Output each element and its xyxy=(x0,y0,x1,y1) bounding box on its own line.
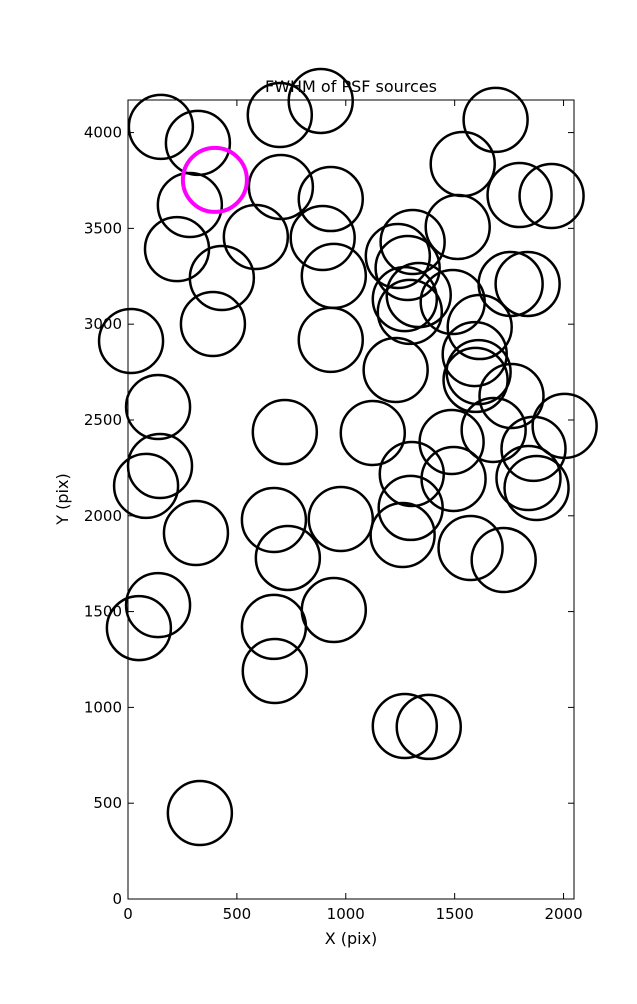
source-circle xyxy=(127,93,195,161)
source-circle xyxy=(179,290,247,358)
source-circle xyxy=(445,338,512,406)
source-circle xyxy=(377,474,444,542)
source-circle xyxy=(300,242,368,310)
source-circle xyxy=(494,250,561,318)
source-circle xyxy=(188,244,256,312)
y-axis-label: Y (pix) xyxy=(53,473,72,525)
source-circle xyxy=(307,485,375,553)
x-tick-label: 500 xyxy=(223,905,252,923)
plot-frame xyxy=(127,99,575,900)
source-circle xyxy=(424,193,491,261)
source-circle xyxy=(362,336,429,404)
x-tick-label: 2000 xyxy=(544,905,582,923)
source-circle xyxy=(369,501,436,569)
source-circle xyxy=(300,576,368,644)
source-circle xyxy=(437,514,504,582)
source-circle xyxy=(241,637,309,705)
source-circle xyxy=(460,396,527,464)
source-circle xyxy=(371,265,439,333)
source-circle xyxy=(287,67,354,135)
source-circle xyxy=(478,362,545,430)
source-circle xyxy=(374,234,441,302)
source-circle xyxy=(289,204,356,272)
y-tick-label: 1000 xyxy=(84,698,122,716)
source-circle xyxy=(462,86,529,154)
y-tick-label: 1500 xyxy=(84,603,122,621)
source-circle xyxy=(378,440,446,508)
source-circle xyxy=(297,165,364,233)
x-tick-label: 1500 xyxy=(436,905,474,923)
source-circle xyxy=(97,307,165,375)
source-circle xyxy=(364,222,432,290)
source-circle xyxy=(105,594,173,662)
source-circle xyxy=(112,452,180,520)
source-circle xyxy=(164,109,232,177)
source-circle xyxy=(477,250,544,318)
x-tick-label: 0 xyxy=(123,905,133,923)
source-circle xyxy=(420,445,487,513)
source-circle xyxy=(486,161,553,229)
source-circle xyxy=(379,208,446,276)
y-tick-label: 0 xyxy=(112,890,122,908)
source-circle xyxy=(503,454,570,522)
source-circle xyxy=(371,692,439,760)
source-circle xyxy=(180,145,249,214)
source-circle xyxy=(441,320,508,388)
source-circle xyxy=(518,162,585,230)
source-circle xyxy=(429,130,496,198)
x-tick-label: 1000 xyxy=(327,905,365,923)
source-circle xyxy=(531,392,598,460)
x-axis-label: X (pix) xyxy=(325,929,378,948)
source-circle xyxy=(124,571,192,639)
source-circle xyxy=(162,499,230,567)
y-tick-label: 2500 xyxy=(84,411,122,429)
source-circle xyxy=(254,524,322,592)
source-circle xyxy=(246,81,314,149)
y-tick-label: 4000 xyxy=(84,124,122,142)
source-circle xyxy=(376,278,444,346)
source-circle xyxy=(419,268,486,336)
source-circle xyxy=(143,215,211,283)
y-tick-label: 2000 xyxy=(84,507,122,525)
source-circle xyxy=(495,444,562,512)
chart-title: FWHM of PSF sources xyxy=(265,77,437,96)
y-tick-label: 3500 xyxy=(84,219,122,237)
source-circle xyxy=(251,398,319,466)
y-tick-label: 500 xyxy=(93,794,122,812)
source-circle xyxy=(166,779,234,847)
source-circle xyxy=(222,203,290,271)
source-circle xyxy=(126,432,194,500)
source-circle xyxy=(240,486,308,554)
source-circle xyxy=(156,171,224,239)
source-circle xyxy=(418,408,485,476)
source-circle xyxy=(442,346,509,414)
source-circle xyxy=(124,373,192,441)
source-circle xyxy=(446,293,513,361)
source-circle xyxy=(470,526,537,594)
source-circle xyxy=(395,693,462,761)
source-circle xyxy=(297,306,364,374)
source-circle xyxy=(247,153,315,221)
source-circle xyxy=(339,399,407,467)
